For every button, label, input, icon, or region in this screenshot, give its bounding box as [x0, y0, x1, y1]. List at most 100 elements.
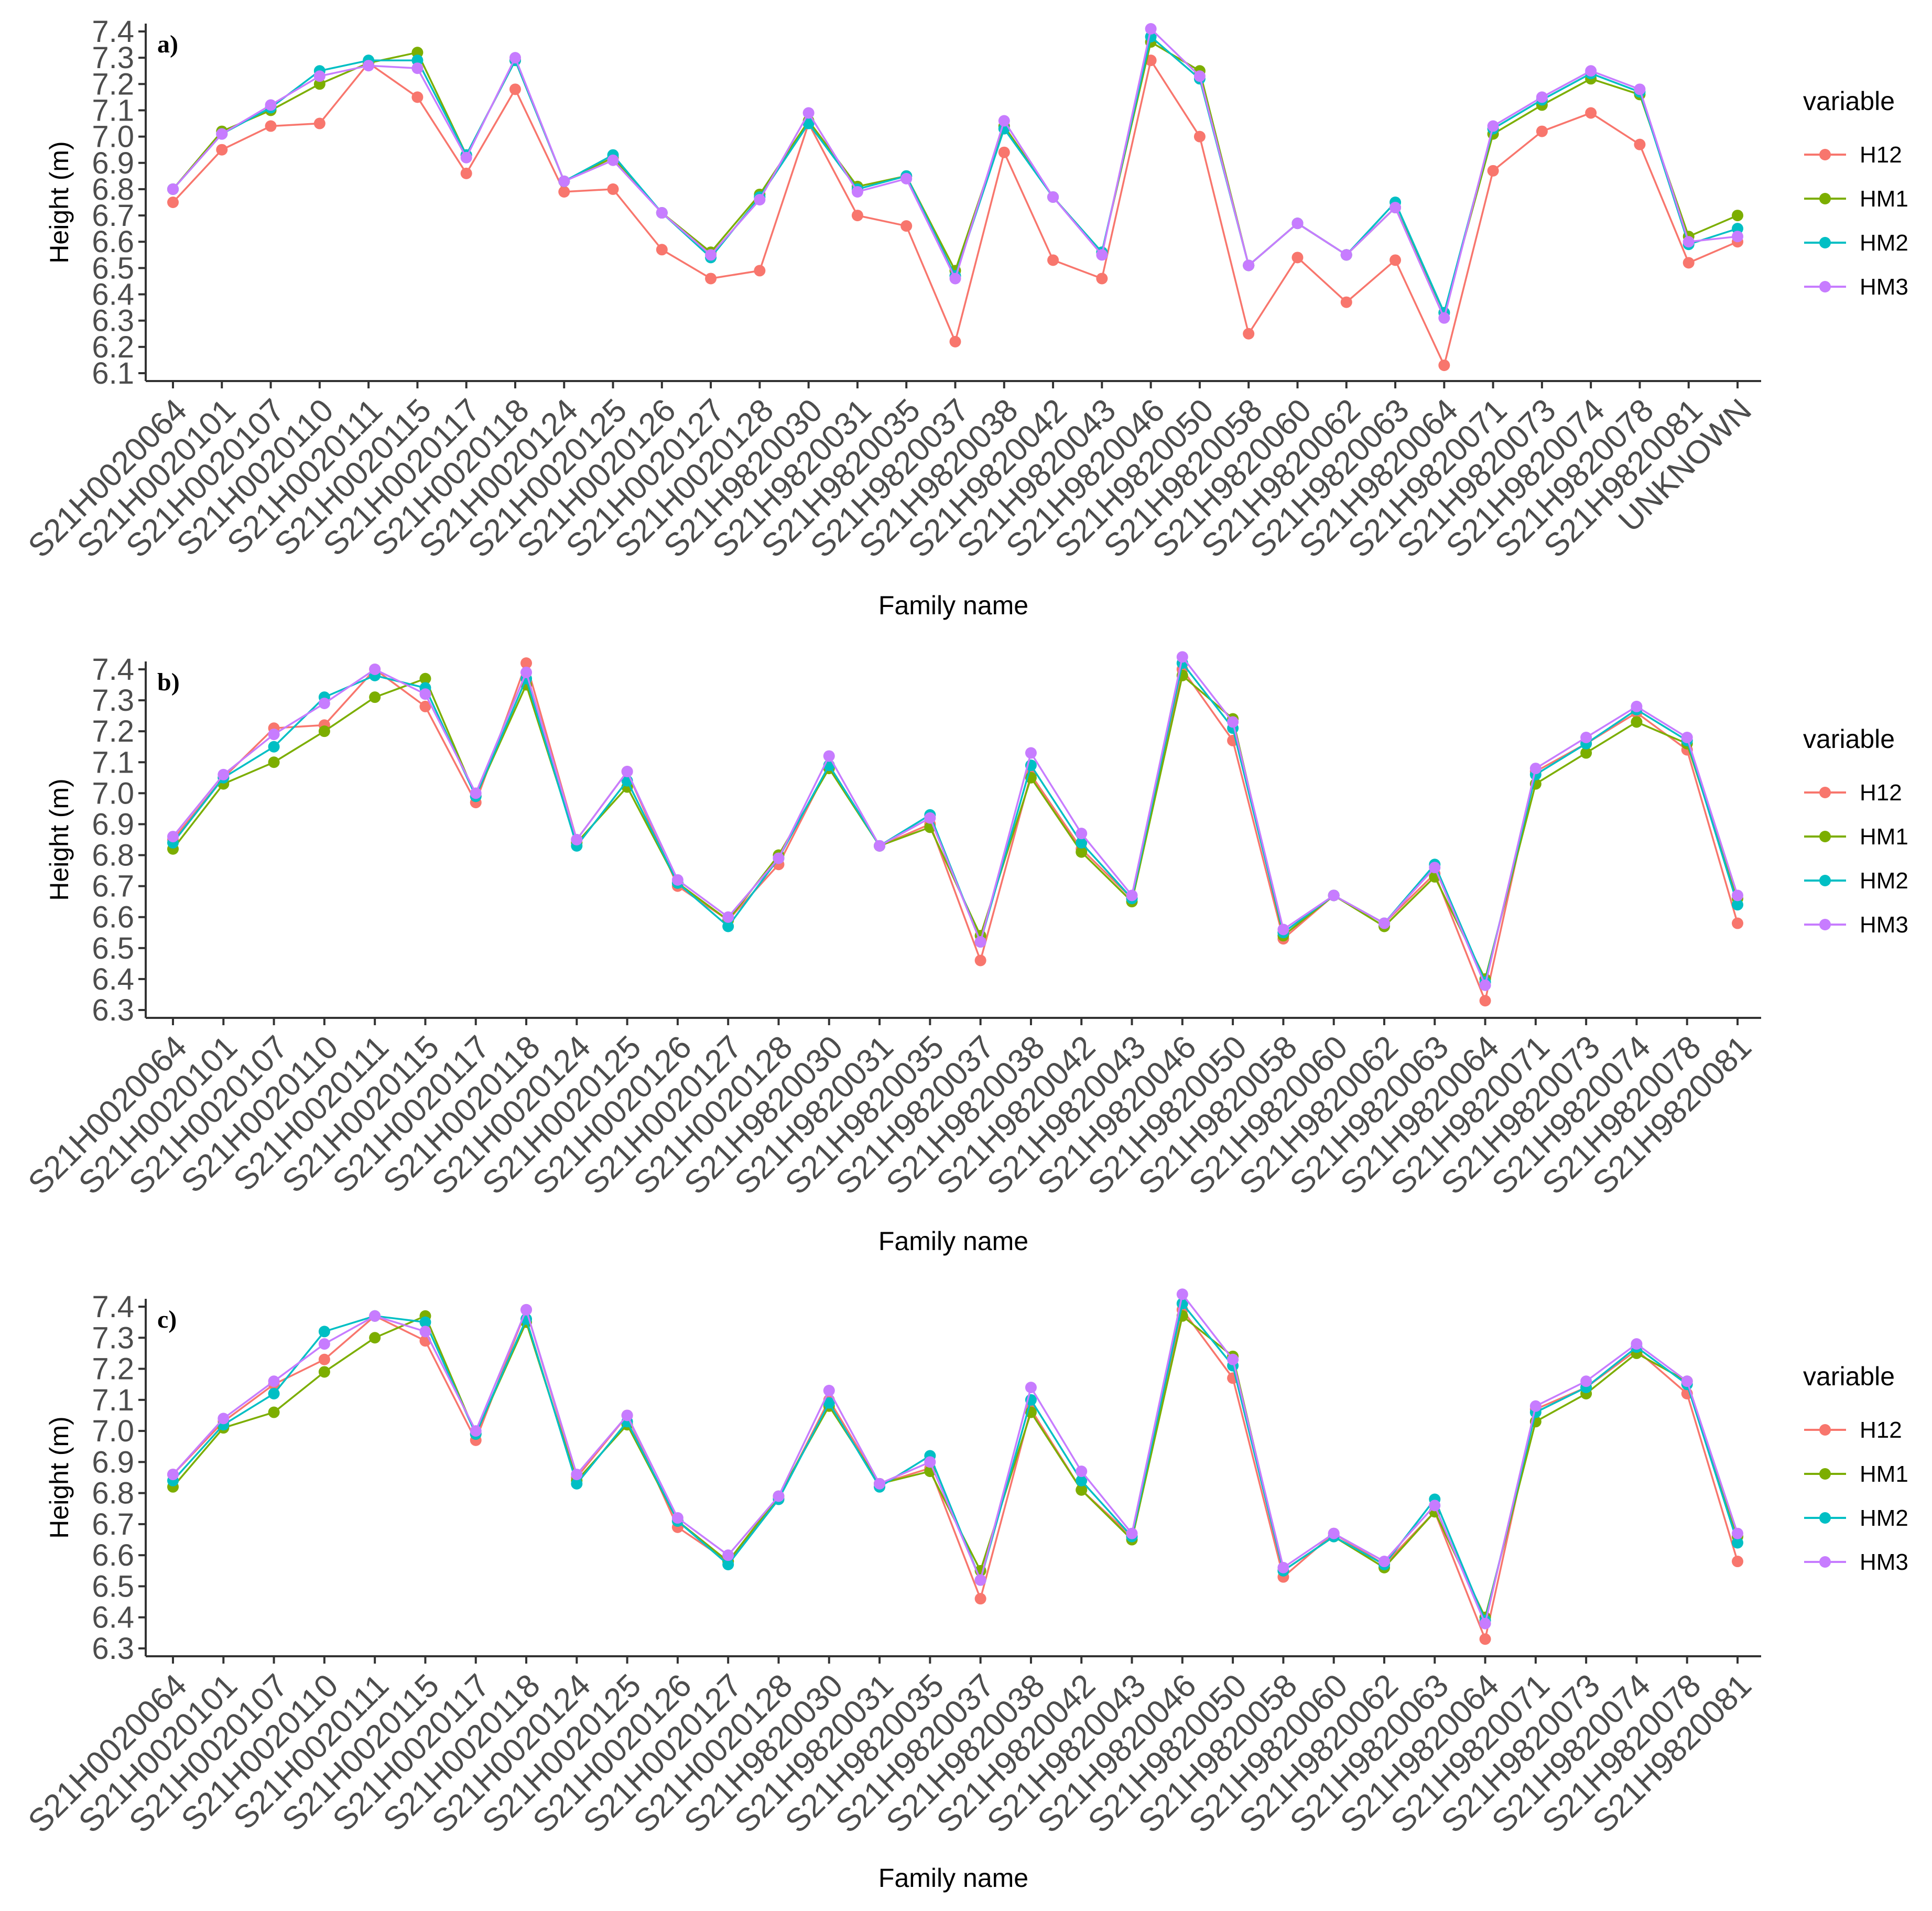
data-point-H12: [460, 167, 472, 179]
panel-label: a): [157, 30, 178, 58]
y-tick-label: 6.2: [92, 330, 134, 364]
legend-key-point: [1819, 237, 1831, 248]
y-tick-label: 7.4: [92, 1290, 134, 1324]
data-point-HM3: [974, 1574, 986, 1586]
legend-label-H12: H12: [1860, 1417, 1902, 1443]
data-point-H12: [216, 144, 228, 156]
data-point-H12: [1390, 254, 1402, 266]
data-point-HM3: [1227, 1353, 1239, 1365]
series-line-HM1: [172, 674, 1739, 982]
y-tick-label: 7.3: [92, 683, 134, 718]
data-point-H12: [167, 197, 179, 208]
data-point-H12: [265, 120, 277, 132]
series-line-HM1: [172, 1314, 1739, 1620]
data-point-HM3: [1243, 259, 1255, 272]
data-point-HM2: [1732, 1537, 1743, 1549]
data-point-H12: [1487, 165, 1499, 177]
y-axis-title: Height (m): [45, 141, 74, 263]
data-point-HM2: [722, 920, 734, 932]
data-point-HM3: [671, 1512, 683, 1524]
data-point-HM3: [1176, 651, 1188, 663]
series-line-H12: [172, 58, 1738, 368]
data-point-H12: [1438, 359, 1450, 371]
data-point-H12: [656, 244, 668, 256]
data-point-HM3: [773, 1490, 785, 1502]
data-point-H12: [1683, 257, 1695, 269]
y-tick-label: 6.4: [92, 278, 134, 312]
data-point-HM3: [1631, 700, 1643, 712]
data-point-H12: [318, 1353, 330, 1365]
data-point-HM3: [823, 750, 835, 762]
legend-label-HM2: HM2: [1860, 1505, 1908, 1531]
y-tick-label: 7.1: [92, 93, 134, 127]
data-point-HM3: [1529, 763, 1542, 775]
legend-label-HM1: HM1: [1860, 824, 1908, 850]
legend-key-point: [1819, 1556, 1831, 1568]
legend-label-HM2: HM2: [1860, 230, 1908, 256]
data-point-H12: [998, 146, 1010, 158]
data-point-HM3: [571, 834, 583, 845]
data-point-HM3: [470, 787, 482, 799]
series-line-HM3: [172, 1292, 1739, 1627]
data-point-HM3: [520, 666, 533, 678]
data-point-HM3: [874, 1478, 886, 1490]
y-tick-label: 7.2: [92, 67, 134, 101]
data-point-HM3: [509, 52, 521, 64]
data-point-HM1: [369, 1332, 381, 1344]
data-point-HM3: [363, 60, 375, 72]
data-point-HM3: [621, 766, 633, 777]
data-point-H12: [1479, 1633, 1491, 1645]
y-tick-label: 6.6: [92, 225, 134, 259]
data-point-HM1: [419, 672, 431, 685]
data-point-HM2: [802, 117, 815, 129]
data-point-H12: [1096, 273, 1108, 285]
legend-key-point: [1819, 875, 1831, 886]
y-tick-label: 6.8: [92, 172, 134, 207]
data-point-HM3: [802, 107, 815, 119]
data-point-HM3: [1487, 120, 1499, 132]
data-point-HM3: [1429, 1500, 1441, 1512]
data-point-HM3: [571, 1469, 583, 1481]
data-point-HM1: [318, 725, 330, 737]
y-tick-label: 6.9: [92, 146, 134, 180]
legend-key-point: [1819, 919, 1831, 930]
data-point-HM2: [722, 1558, 734, 1570]
data-point-H12: [509, 83, 521, 95]
data-point-HM3: [1277, 1561, 1289, 1573]
y-tick-label: 6.4: [92, 962, 134, 996]
data-point-HM3: [607, 154, 619, 166]
data-point-HM3: [520, 1304, 533, 1316]
data-point-HM3: [924, 1456, 936, 1468]
data-point-H12: [1634, 138, 1646, 150]
data-point-HM3: [1176, 1288, 1188, 1300]
x-axis-title: Family name: [878, 1863, 1028, 1893]
legend-key-point: [1819, 1468, 1831, 1480]
data-point-HM2: [268, 741, 280, 753]
data-point-HM1: [1076, 1484, 1088, 1496]
data-point-HM3: [823, 1385, 835, 1397]
data-point-H12: [1291, 252, 1304, 264]
y-axis-title: Height (m): [45, 778, 74, 900]
y-tick-label: 6.9: [92, 807, 134, 841]
data-point-HM3: [998, 115, 1010, 127]
y-tick-label: 6.6: [92, 900, 134, 935]
data-point-HM1: [268, 756, 280, 768]
y-tick-label: 7.3: [92, 41, 134, 75]
data-point-H12: [1585, 107, 1597, 119]
data-point-HM3: [216, 128, 228, 140]
legend-key-point: [1819, 281, 1831, 292]
data-point-HM3: [218, 768, 230, 780]
data-point-HM2: [1076, 837, 1088, 849]
data-point-HM3: [1076, 1465, 1088, 1478]
y-tick-label: 6.3: [92, 1632, 134, 1666]
data-point-H12: [1243, 328, 1255, 340]
data-point-HM3: [1096, 249, 1108, 261]
y-tick-label: 6.6: [92, 1538, 134, 1572]
data-point-HM3: [949, 273, 961, 285]
data-point-HM3: [419, 688, 431, 700]
data-point-HM3: [1681, 732, 1693, 743]
data-point-HM3: [722, 1549, 734, 1561]
data-point-HM3: [460, 151, 472, 164]
y-tick-label: 6.9: [92, 1445, 134, 1479]
